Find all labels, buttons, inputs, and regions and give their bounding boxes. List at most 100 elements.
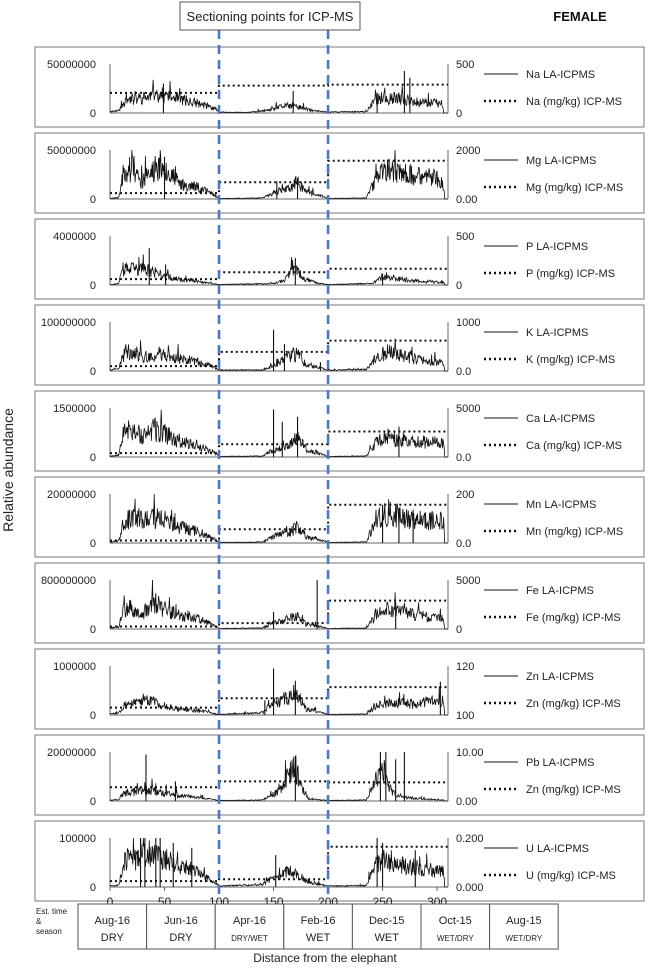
x-axis-label: Distance from the elephant [253,951,397,965]
right-tick-zero-u: 0.000 [456,882,484,894]
left-tick-zero-mg: 0 [90,194,96,206]
legend-solid-label-zn: Zn LA-ICPMS [526,671,594,683]
season-box-6 [489,903,559,950]
panel-frame-mn [34,476,645,558]
left-tick-top-pb: 20000000 [47,747,96,759]
la-icpms-line-mn [109,493,448,544]
right-tick-zero-mg: 0.00 [456,194,477,206]
legend-solid-label-p: P LA-ICPMS [526,241,588,253]
legend-solid-label-mg: Mg LA-ICPMS [526,155,596,167]
sex-label: FEMALE [553,9,607,24]
la-icpms-line-p [109,254,448,286]
icp-ms-line-fe [110,599,448,628]
time-row-label-2: season [36,927,62,936]
season-date-0: Aug-16 [95,915,130,927]
icp-ms-line-ca [110,430,448,455]
left-tick-zero-zn: 0 [90,710,96,722]
legend-solid-label-fe: Fe LA-ICPMS [526,585,594,597]
right-tick-zero-ca: 0.0 [456,452,471,464]
panel-frame-zn [34,648,645,730]
left-tick-top-na: 50000000 [47,59,96,71]
legend-solid-label-ca: Ca LA-ICPMS [526,413,595,425]
season-label-1: DRY [169,932,193,944]
season-box-2 [214,903,285,950]
panel-frame-u [34,820,645,902]
icp-ms-line-u [110,845,448,883]
la-icpms-line-ca [109,409,448,458]
la-icpms-line-fe [109,579,448,630]
right-tick-zero-fe: 0 [456,624,462,636]
icp-ms-line-p [110,267,448,281]
legend-dotted-label-p: P (mg/kg) ICP-MS [526,268,615,280]
la-icpms-line-k [109,338,448,372]
left-tick-zero-pb: 0 [90,796,96,808]
legend-solid-label-mn: Mn LA-ICPMS [526,499,596,511]
left-tick-zero-fe: 0 [90,624,96,636]
season-label-6: WET/DRY [506,934,543,943]
season-date-5: Oct-15 [439,915,472,927]
season-date-4: Dec-15 [369,915,404,927]
legend-dotted-label-na: Na (mg/kg) ICP-MS [526,96,622,108]
y-axis-label: Relative abundance [0,408,16,532]
legend-dotted-label-mn: Mn (mg/kg) ICP-MS [526,526,623,538]
left-tick-top-p: 4000000 [53,231,96,243]
legend-dotted-label-zn: Zn (mg/kg) ICP-MS [526,698,621,710]
season-date-3: Feb-16 [301,915,336,927]
left-tick-top-fe: 800000000 [41,575,96,587]
season-label-4: WET [374,932,399,944]
right-tick-zero-na: 0 [456,108,462,120]
legend-dotted-label-pb: Zn (mg/kg) ICP-MS [526,784,621,796]
icp-ms-line-na [110,83,448,94]
icp-ms-line-zn [110,686,448,709]
right-tick-top-mn: 200 [456,489,474,501]
right-tick-zero-pb: 0.00 [456,796,477,808]
left-tick-top-mn: 20000000 [47,489,96,501]
left-tick-zero-p: 0 [90,280,96,292]
season-date-1: Jun-16 [164,915,198,927]
right-tick-top-u: 0.200 [456,833,484,845]
legend-dotted-label-fe: Fe (mg/kg) ICP-MS [526,612,621,624]
legend-solid-label-pb: Pb LA-ICPMS [526,757,594,769]
panel-frame-fe [34,562,645,644]
icp-ms-line-mg [110,159,448,195]
icp-ms-line-pb [110,780,448,789]
sectioning-header-label: Sectioning points for ICP-MS [187,9,354,24]
left-tick-zero-ca: 0 [90,452,96,464]
legend-dotted-label-mg: Mg (mg/kg) ICP-MS [526,182,623,194]
right-tick-zero-k: 0.0 [456,366,471,378]
icp-ms-line-k [110,339,448,368]
left-tick-top-mg: 50000000 [47,145,96,157]
season-box-4 [351,903,422,950]
right-tick-top-zn: 120 [456,661,474,673]
la-icpms-line-mg [109,149,448,200]
season-label-5: WET/DRY [437,934,474,943]
legend-dotted-label-k: K (mg/kg) ICP-MS [526,354,615,366]
sectioning-header-box [179,1,361,31]
left-tick-top-k: 100000000 [41,317,96,329]
season-label-2: DRY/WET [231,934,268,943]
season-label-3: WET [306,932,331,944]
season-box-3 [283,903,353,950]
right-tick-top-ca: 5000 [456,403,480,415]
right-tick-zero-mn: 0.0 [456,538,471,550]
overlay-layer [217,30,330,898]
right-tick-zero-p: 0 [456,280,462,292]
legend-solid-label-u: U LA-ICPMS [526,843,589,855]
time-row-label-0: Est. time [36,907,68,916]
left-tick-top-ca: 1500000 [53,403,96,415]
left-tick-top-zn: 1000000 [53,661,96,673]
left-tick-zero-na: 0 [90,108,96,120]
legend-solid-label-k: K LA-ICPMS [526,327,588,339]
season-date-6: Aug-15 [506,915,541,927]
right-tick-top-na: 500 [456,59,474,71]
right-tick-top-pb: 10.00 [456,747,484,759]
legend-solid-label-na: Na LA-ICPMS [526,69,595,81]
icp-ms-line-mn [110,503,448,542]
right-tick-top-mg: 2000 [456,145,480,157]
panel-frame-k [34,304,645,386]
legend-dotted-label-u: U (mg/kg) ICP-MS [526,870,616,882]
season-date-2: Apr-16 [233,915,266,927]
